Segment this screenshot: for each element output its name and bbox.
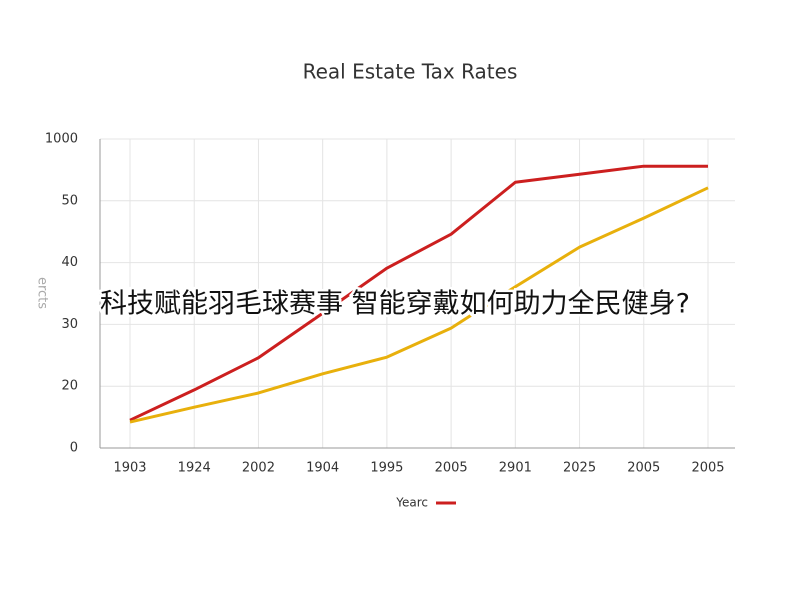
legend-label: Yearc [395, 496, 428, 510]
x-tick-label: 1904 [306, 461, 339, 476]
x-tick-label: 1924 [178, 461, 211, 476]
y-tick-label: 20 [61, 379, 78, 394]
line-series [129, 186, 709, 424]
y-tick-label: 30 [61, 317, 78, 332]
x-tick-label: 2005 [435, 461, 468, 476]
x-tick-label: 2901 [499, 461, 532, 476]
x-tick-label: 1995 [370, 461, 403, 476]
line-series [129, 164, 708, 422]
x-tick-label: 2005 [691, 461, 724, 476]
y-tick-label: 1000 [45, 132, 78, 147]
y-tick-label: 50 [61, 193, 78, 208]
x-tick-label: 1903 [113, 461, 146, 476]
x-tick-label: 2002 [242, 461, 275, 476]
x-tick-label: 2025 [563, 461, 596, 476]
y-tick-label: 40 [61, 255, 78, 270]
chart-title: Real Estate Tax Rates [303, 60, 518, 84]
overlay-text: 科技赋能羽毛球赛事 智能穿戴如何助力全民健身? [100, 289, 690, 320]
y-tick-label: 0 [70, 441, 78, 456]
y-axis-label: ercts [35, 277, 50, 309]
x-tick-label: 2005 [627, 461, 660, 476]
